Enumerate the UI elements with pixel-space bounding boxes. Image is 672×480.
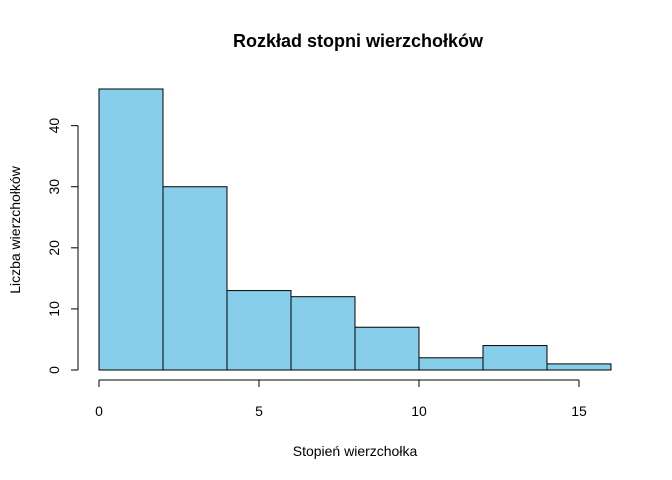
histogram-bar-3 bbox=[290, 296, 356, 371]
histogram-bar-6 bbox=[482, 345, 548, 371]
y-tick-label-20: 20 bbox=[46, 240, 62, 256]
y-tick-label-10: 10 bbox=[46, 301, 62, 317]
y-axis: 0 10 20 30 40 bbox=[46, 118, 79, 374]
x-axis: 0 5 10 15 bbox=[95, 379, 587, 419]
histogram-bar-0 bbox=[98, 88, 164, 371]
y-tick-label-0: 0 bbox=[46, 366, 62, 374]
y-tick-label-40: 40 bbox=[46, 118, 62, 134]
histogram-bar-5 bbox=[418, 357, 484, 371]
x-tick-label-10: 10 bbox=[411, 403, 427, 419]
histogram-bar-2 bbox=[226, 290, 292, 371]
histogram-bar-4 bbox=[354, 326, 420, 371]
histogram-bar-7 bbox=[546, 363, 612, 371]
x-tick-label-5: 5 bbox=[255, 403, 263, 419]
bars-group bbox=[98, 88, 612, 371]
x-tick-label-15: 15 bbox=[571, 403, 587, 419]
histogram-bar-1 bbox=[162, 186, 228, 371]
x-axis-label: Stopień wierzchołka bbox=[293, 443, 418, 459]
y-axis-label: Liczba wierzchołków bbox=[7, 165, 23, 293]
chart-title: Rozkład stopni wierzchołków bbox=[233, 31, 484, 51]
x-tick-label-0: 0 bbox=[95, 403, 103, 419]
y-tick-label-30: 30 bbox=[46, 179, 62, 195]
